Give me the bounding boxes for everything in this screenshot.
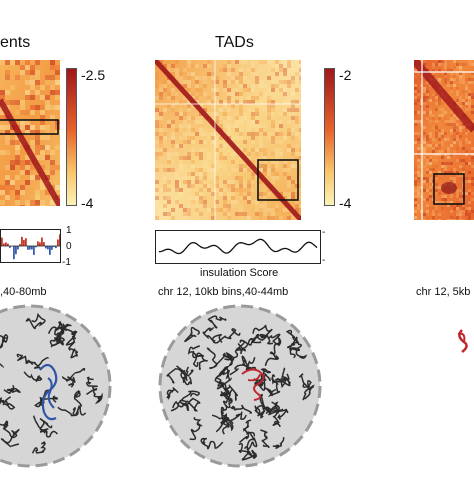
colorbar [66, 68, 77, 206]
track-tick-bottom: - [322, 256, 325, 266]
colorbar-max-label: -2 [339, 68, 351, 82]
nucleus-schematic-center [150, 300, 330, 474]
colorbar-min-label: -4 [81, 196, 93, 210]
compartment-track [0, 229, 64, 263]
colorbar-max-label: -2.5 [81, 68, 105, 82]
nucleus-schematic-right [440, 320, 474, 380]
tad-heatmap [155, 60, 301, 220]
loop-heatmap [414, 60, 474, 220]
track-tick-0: 0 [66, 242, 72, 252]
panel3-caption: chr 12, 5kb [416, 286, 470, 298]
panel1-caption: ,40-80mb [0, 286, 46, 298]
insulation-score-track [155, 230, 321, 264]
colorbar [324, 68, 335, 206]
insulation-score-label: insulation Score [200, 267, 278, 279]
panel2-title: TADs [215, 34, 254, 52]
track-tick-minus1: -1 [62, 258, 71, 268]
nucleus-schematic-left [0, 300, 115, 474]
track-tick-top: - [322, 228, 325, 238]
colorbar-min-label: -4 [339, 196, 351, 210]
compartment-heatmap [0, 60, 60, 206]
panel1-title: ents [0, 34, 30, 52]
panel2-caption: chr 12, 10kb bins,40-44mb [158, 286, 288, 298]
track-tick-1: 1 [66, 226, 72, 236]
